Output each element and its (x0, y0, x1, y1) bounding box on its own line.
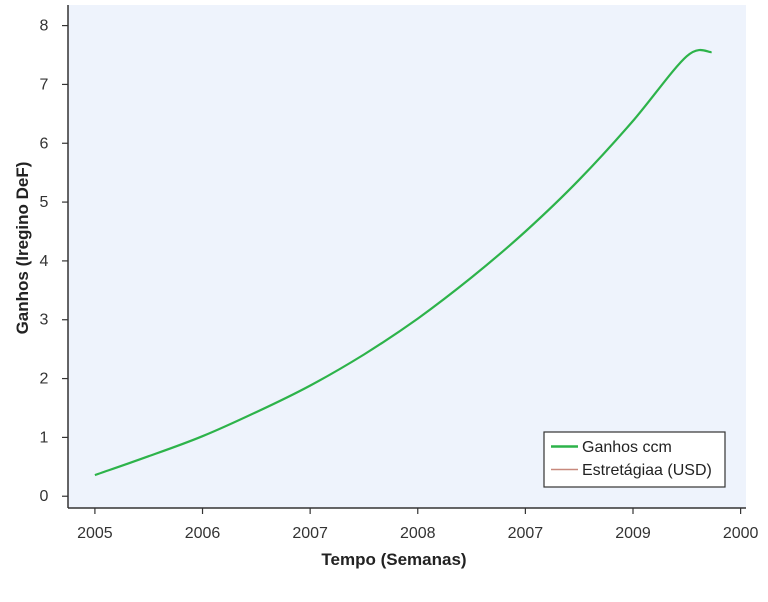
x-tick-label: 2007 (292, 525, 328, 542)
y-tick-label: 5 (40, 194, 49, 211)
legend-label: Estretágiaa (USD) (582, 462, 712, 479)
y-tick-label: 7 (40, 76, 49, 93)
x-axis-title: Tempo (Semanas) (321, 550, 466, 569)
curves-layer (94, 48, 712, 477)
y-tick-label: 0 (40, 488, 49, 505)
x-tick-label: 2007 (508, 525, 544, 542)
y-tick-label: 6 (40, 135, 49, 152)
x-tick-label: 2006 (185, 525, 221, 542)
y-axis-title: Ganhos (Iregino DeF) (13, 162, 32, 335)
y-tick-label: 1 (40, 429, 49, 446)
y-tick-label: 2 (40, 371, 49, 388)
x-tick-label: 2009 (615, 525, 651, 542)
series-line (94, 48, 712, 477)
plot-background (68, 5, 746, 508)
legend-box (543, 431, 726, 488)
legend-label: Ganhos ccm (582, 439, 672, 456)
y-tick-label: 8 (40, 18, 49, 35)
x-tick-label: 2000 (723, 525, 759, 542)
x-tick-label: 2008 (400, 525, 436, 542)
y-ticks: 0 1 2 3 4 5 6 7 8 (40, 18, 68, 505)
legend: Ganhos ccm Estretágiaa (USD) (543, 431, 726, 488)
y-tick-label: 3 (40, 312, 49, 329)
x-ticks: 2005 2006 2007 2008 2007 2009 2000 (77, 508, 759, 542)
y-tick-label: 4 (40, 253, 49, 270)
x-tick-label: 2005 (77, 525, 113, 542)
